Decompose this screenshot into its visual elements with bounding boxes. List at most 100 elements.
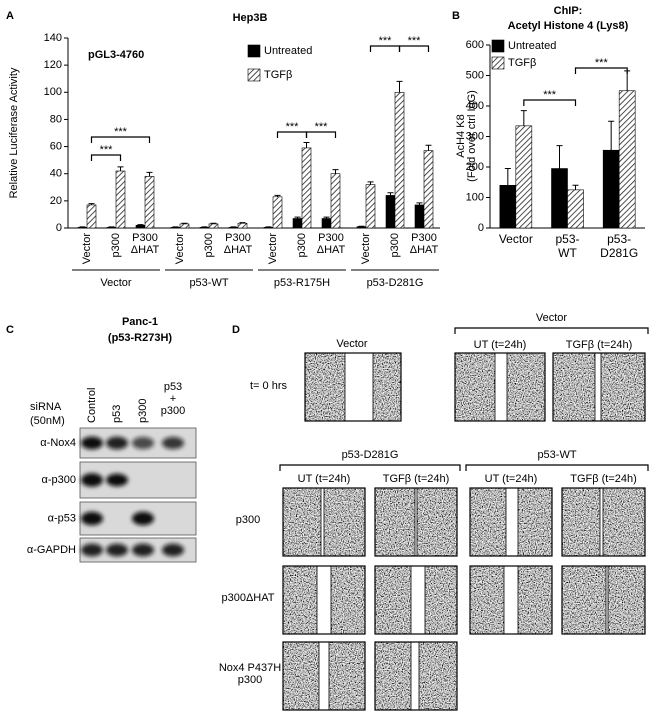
blot-band <box>81 473 103 487</box>
condition-label: UT (t=24h) <box>474 339 527 351</box>
wound-gap <box>606 566 608 634</box>
error-bar <box>137 224 144 226</box>
x-tick-label: Vector <box>174 233 186 265</box>
significance-label: *** <box>100 144 114 156</box>
significance-label: *** <box>286 121 300 133</box>
bar <box>115 170 126 229</box>
blot-band <box>106 543 128 557</box>
bar <box>106 227 117 229</box>
bar <box>385 195 396 229</box>
bar <box>301 147 312 229</box>
y-tick-label: 0 <box>478 222 484 234</box>
image-border <box>469 487 553 557</box>
blot-row-label: α-p300 <box>42 474 77 486</box>
condition-label: TGFβ (t=24h) <box>570 473 637 485</box>
x-tick-label: Vector <box>81 233 93 265</box>
blot-band <box>162 543 184 557</box>
wound-gap <box>506 488 518 556</box>
wound-gap <box>504 566 518 634</box>
blot-band <box>132 543 154 557</box>
bar <box>394 91 405 229</box>
bar <box>228 227 239 229</box>
wound-gap <box>317 566 331 634</box>
bar <box>263 227 274 229</box>
blot-band <box>132 511 154 526</box>
error-bar <box>146 171 153 177</box>
row-label: p300ΔHAT <box>221 592 274 604</box>
blot-band <box>132 436 154 450</box>
error-bar <box>416 202 423 205</box>
blot-band <box>81 436 103 450</box>
y-axis-label: AcH4 K8 <box>455 114 467 157</box>
bar <box>365 184 376 229</box>
significance-label: *** <box>114 126 128 138</box>
error-bar <box>387 192 394 196</box>
blot-band <box>106 436 128 450</box>
legend-swatch <box>247 44 261 58</box>
y-tick-label: 500 <box>466 69 484 81</box>
x-tick-label: p300 <box>389 233 401 257</box>
wound-gap <box>411 642 419 710</box>
bar <box>135 224 146 229</box>
image-border <box>552 352 646 422</box>
chart-title: Hep3B <box>233 12 268 24</box>
significance-bracket <box>574 67 628 74</box>
y-axis-note: (Fold over ctrl IgG) <box>466 90 478 182</box>
x-tick-label: p53-D281G <box>600 232 639 260</box>
blot-band <box>81 511 103 526</box>
blot-row-label: α-Nox4 <box>40 437 76 449</box>
wound-gap <box>495 353 507 421</box>
x-tick-label: p300 <box>110 233 122 257</box>
chart-annotation: pGL3-4760 <box>88 49 144 61</box>
group-label: p53-WT <box>537 449 576 461</box>
group-label: p53-D281G <box>342 449 399 461</box>
blot-subtitle: (p53-R273H) <box>108 332 173 344</box>
wound-gap <box>321 488 324 556</box>
bar <box>499 185 517 229</box>
wound-image <box>562 566 645 634</box>
panel-letter: A <box>6 10 14 22</box>
lane-label: Control <box>86 388 98 423</box>
group-label: p53-R175H <box>274 277 330 289</box>
blot-title: Panc-1 <box>122 316 158 328</box>
bar <box>208 223 219 229</box>
y-tick-label: 80 <box>50 113 62 125</box>
treatment-note: (50nM) <box>30 415 65 427</box>
condition-label: TGFβ (t=24h) <box>566 339 633 351</box>
bar <box>77 227 88 229</box>
image-border <box>561 565 646 635</box>
significance-label: *** <box>408 35 422 47</box>
lane-label: p53 <box>111 405 123 423</box>
y-tick-label: 20 <box>50 195 62 207</box>
error-bar <box>332 169 339 174</box>
image-border <box>374 641 458 711</box>
bar <box>199 227 210 229</box>
error-bar <box>181 222 188 224</box>
x-tick-label: P300 ΔHAT <box>130 232 160 256</box>
error-bar <box>425 144 432 151</box>
wound-gap <box>415 488 417 556</box>
error-bar <box>117 166 124 171</box>
x-tick-label: Vector <box>498 232 533 246</box>
blot-row-label: α-p53 <box>48 512 76 524</box>
panel-letter: C <box>6 324 14 336</box>
group-bracket <box>454 327 649 334</box>
error-bar <box>367 181 374 185</box>
bar <box>330 173 341 229</box>
image-border <box>282 641 366 711</box>
bar <box>551 168 568 229</box>
bar <box>144 176 155 229</box>
bar <box>170 227 181 229</box>
x-tick-label: p300 <box>203 233 215 257</box>
image-border <box>304 352 402 422</box>
image-border <box>561 487 646 557</box>
y-tick-label: 40 <box>50 168 62 180</box>
x-tick-label: Vector <box>360 233 372 265</box>
error-bar <box>274 194 281 197</box>
group-label: p53-WT <box>189 277 228 289</box>
bar <box>567 189 584 229</box>
y-tick-label: 400 <box>466 100 484 112</box>
y-tick-label: 140 <box>44 32 62 44</box>
